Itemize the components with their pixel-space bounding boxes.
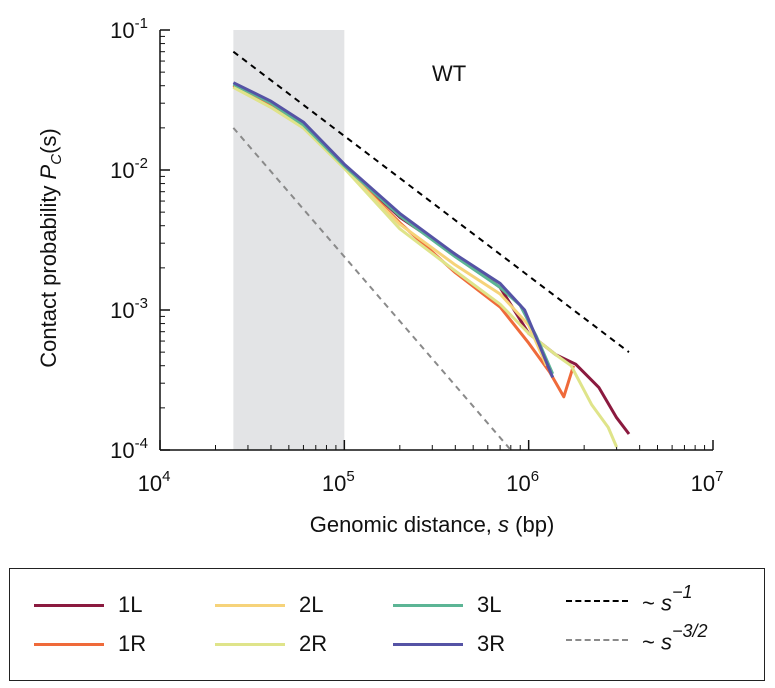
legend-item-1r: 1R: [34, 631, 146, 657]
x-tick-label: 105: [322, 468, 355, 496]
y-tick-label: 10-3: [110, 295, 148, 323]
legend-swatch: [34, 603, 104, 607]
legend-swatch: [215, 603, 285, 607]
legend-item-2r: 2R: [215, 631, 327, 657]
legend-label: 2L: [299, 592, 324, 617]
legend-swatch: [393, 642, 463, 646]
legend-item-reference-s-1: ~ s−1: [566, 582, 693, 616]
legend-swatch: [566, 639, 628, 642]
x-tick-label: 106: [506, 468, 539, 496]
legend-item-reference-s-3-2: ~ s−3/2: [566, 621, 708, 655]
legend-label: 1R: [118, 631, 147, 656]
x-tick-label: 104: [138, 468, 171, 496]
legend-swatch: [566, 600, 628, 603]
reference-line-s-3-2: [232, 127, 512, 451]
legend: 1L 2L 3L 1R 2R 3R ~ s−1 ~ s−3/2: [9, 568, 765, 681]
legend-label: ~ s−1: [642, 582, 693, 616]
legend-item-1l: 1L: [34, 592, 142, 618]
reference-line-s-1: [232, 50, 630, 353]
legend-label: 2R: [299, 631, 328, 656]
legend-label: 3R: [477, 631, 506, 656]
y-tick-label: 10-4: [110, 435, 148, 463]
legend-item-3l: 3L: [393, 592, 501, 618]
x-tick-label: 107: [691, 468, 724, 496]
wt-annotation: WT: [432, 61, 466, 86]
legend-label: 3L: [477, 592, 502, 617]
shaded-region: [233, 30, 345, 450]
legend-swatch: [215, 642, 285, 646]
legend-label: ~ s−3/2: [642, 621, 708, 655]
legend-item-3r: 3R: [393, 631, 505, 657]
x-axis-label: Genomic distance, s (bp): [310, 512, 555, 537]
y-tick-label: 10-1: [110, 15, 148, 43]
series-line-3r: [232, 81, 555, 378]
legend-swatch: [393, 603, 463, 607]
plot-area: 104 105 106 107 10-4 10-3 10-2 10-1: [110, 15, 723, 496]
legend-label: 1L: [118, 592, 143, 617]
legend-swatch: [34, 642, 104, 646]
legend-item-2l: 2L: [215, 592, 323, 618]
contact-probability-chart: 104 105 106 107 10-4 10-3 10-2 10-1 WT Contact …: [36, 15, 723, 537]
series-line-2r: [232, 85, 618, 448]
y-tick-label: 10-2: [110, 155, 148, 183]
y-axis-label: Contact probability PC(s): [36, 128, 65, 368]
